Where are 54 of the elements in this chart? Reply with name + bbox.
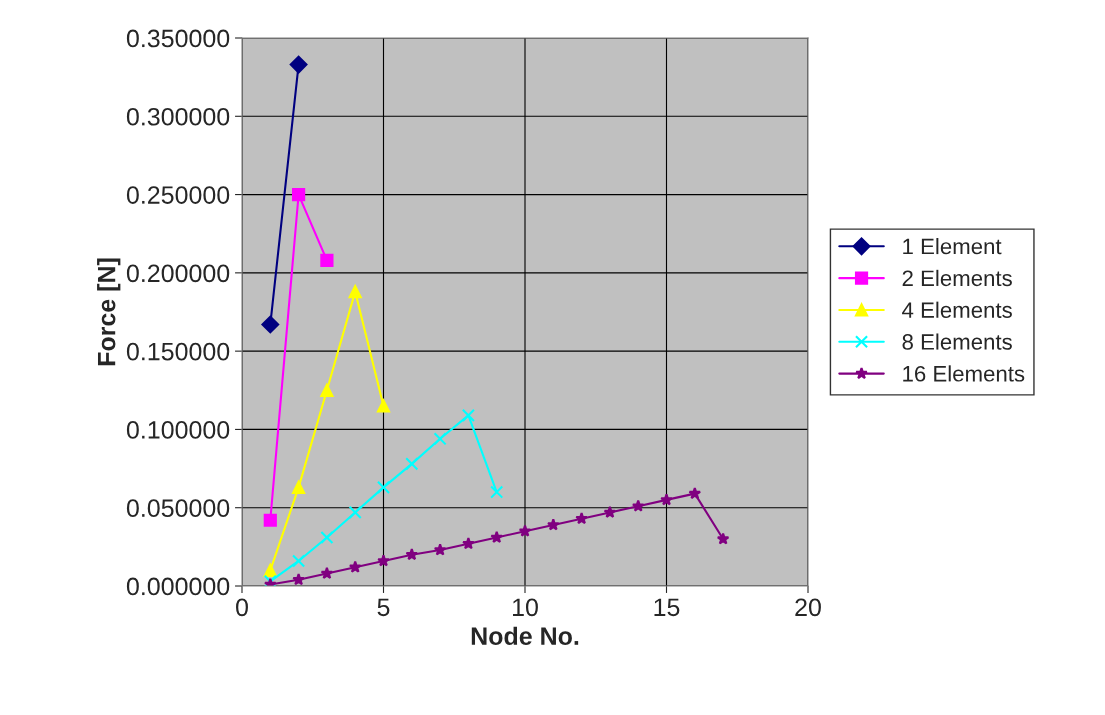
point [292,573,305,586]
y-tick-label: 0.050000 [126,499,230,518]
point [289,55,308,74]
point [263,513,277,527]
y-tick-label: 0.200000 [126,264,230,283]
x-tick-label: 20 [795,598,821,617]
point [688,487,702,500]
point [405,548,419,561]
point [546,518,560,531]
point [377,554,390,567]
point [320,253,334,267]
point [320,383,334,397]
point [490,530,504,543]
point [320,566,334,580]
legend-label: 8 Elements [902,333,1012,350]
x-tick-label: 15 [654,598,680,617]
y-tick-label: 0.000000 [126,577,230,596]
point [348,505,362,520]
point [261,315,280,334]
point [433,543,447,556]
legend-label: 2 Elements [902,269,1012,287]
point [263,563,277,577]
x-tick-label: 0 [236,598,248,617]
point [518,524,532,537]
legend-label: 16 Elements [903,365,1025,382]
point [631,499,645,512]
point [292,554,306,568]
y-tick-label: 0.150000 [126,342,230,361]
point [462,537,475,550]
point [376,399,391,413]
x-tick-label: 10 [513,598,538,617]
y-tick-label: 0.350000 [126,29,230,48]
point [348,285,362,299]
point [405,457,419,471]
y-tick-label: 0.250000 [126,186,230,204]
point [433,432,447,446]
point [320,530,334,545]
point [348,560,362,573]
point [292,480,306,494]
y-tick-label: 0.100000 [126,421,230,439]
y-axis-title: Force [N] [97,258,121,366]
legend-label: 1 Element [903,237,1002,255]
point [461,408,475,422]
point [575,512,588,525]
point [292,187,306,202]
point [660,493,673,506]
point [490,485,504,499]
y-tick-label: 0.300000 [126,107,230,126]
point [603,505,617,518]
point [716,532,730,545]
point [376,480,391,494]
legend-label: 4 Elements [902,301,1012,318]
x-axis-title: Node No. [471,626,579,646]
x-tick-label: 5 [377,598,390,617]
